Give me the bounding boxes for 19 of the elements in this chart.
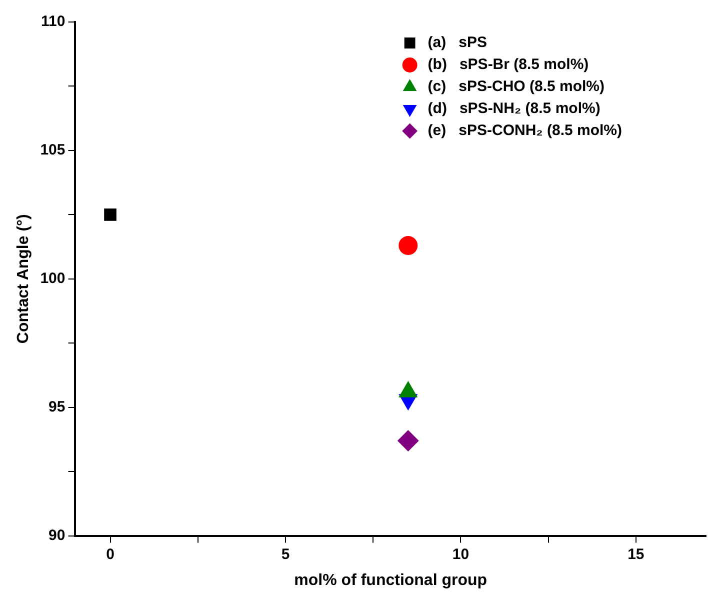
y-tick-label: 90 [48,526,66,544]
legend-label: (b) sPS-Br (8.5 mol%) [428,56,589,74]
point [398,236,418,256]
y-tick-label: 105 [40,142,66,159]
point [104,208,116,221]
legend-label: (c) sPS-CHO (8.5 mol%) [428,78,605,96]
x-tick-label: 0 [106,546,114,563]
legend-label: (d) sPS-NH₂ (8.5 mol%) [428,100,600,118]
y-axis-title: Contact Angle (°) [15,214,32,344]
x-tick-label: 15 [628,546,644,563]
x-tick-label: 10 [452,546,470,563]
x-tick-label: 5 [281,546,290,563]
point [398,430,419,452]
y-tick-label: 100 [40,270,66,288]
x-axis-title: mol% of functional group [294,572,488,589]
y-tick-label: 95 [48,398,66,416]
legend-label: (e) sPS-CONH₂ (8.5 mol%) [428,122,622,140]
y-tick-label: 110 [41,13,66,30]
legend-label: (a) sPS [428,34,487,52]
